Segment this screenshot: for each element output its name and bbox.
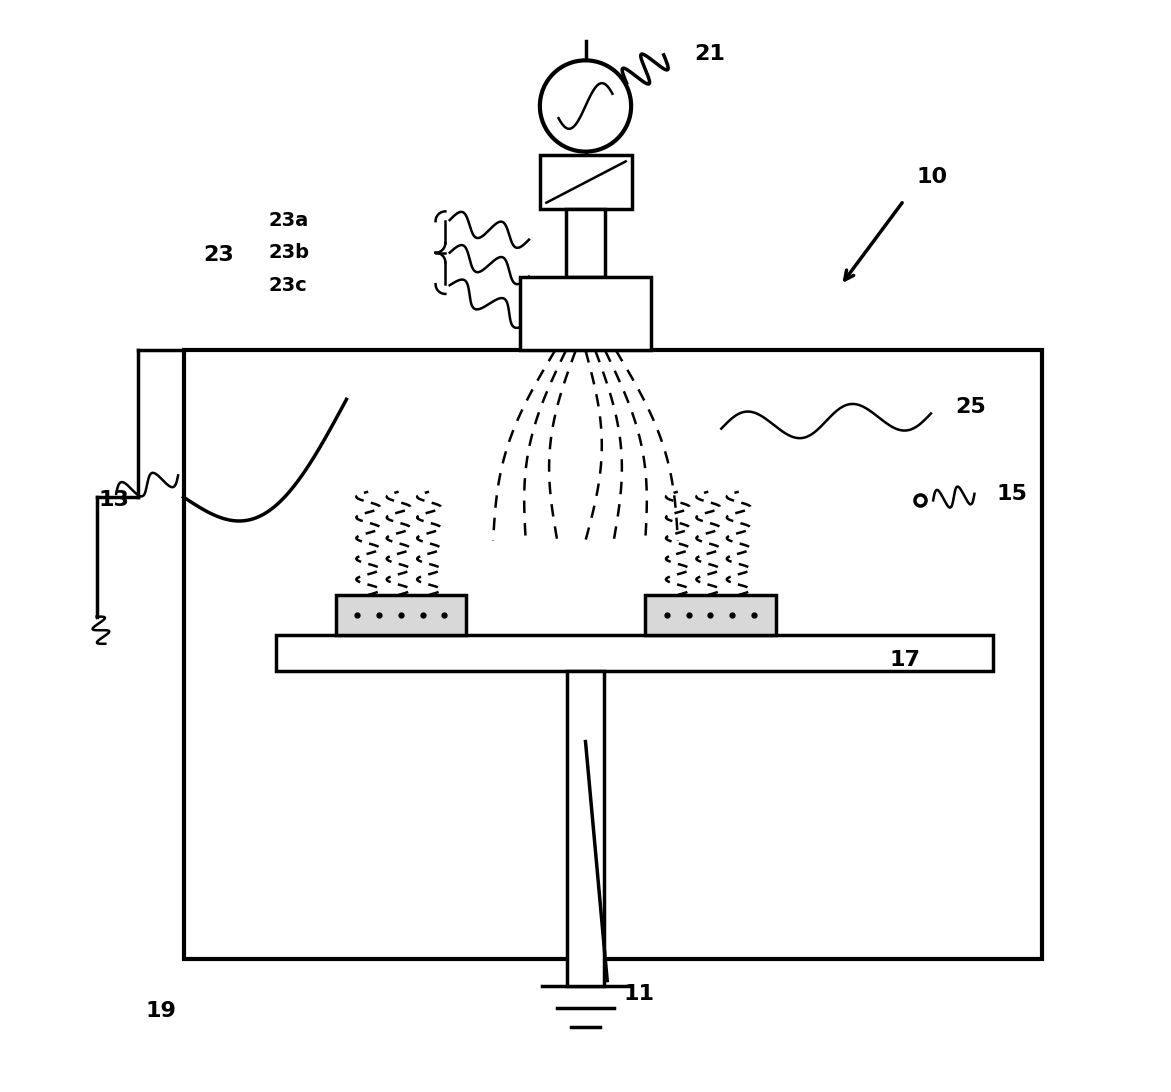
Text: 11: 11 — [623, 984, 655, 1004]
Text: 10: 10 — [917, 167, 949, 187]
Text: 17: 17 — [890, 650, 920, 670]
Text: 13: 13 — [98, 490, 130, 510]
Text: 23c: 23c — [268, 276, 307, 295]
Bar — [336, 595, 466, 636]
Bar — [567, 670, 604, 986]
Text: 23b: 23b — [268, 244, 309, 262]
Bar — [520, 276, 651, 351]
Bar — [645, 595, 775, 636]
Bar — [184, 351, 1042, 959]
Text: 23a: 23a — [268, 211, 308, 229]
Text: 15: 15 — [997, 484, 1027, 503]
Bar — [540, 155, 632, 210]
Text: 19: 19 — [145, 1001, 177, 1021]
Text: 21: 21 — [694, 44, 725, 63]
Text: 23: 23 — [203, 245, 234, 265]
Bar — [566, 210, 605, 276]
Bar — [276, 636, 993, 670]
Text: 25: 25 — [954, 396, 986, 417]
Circle shape — [540, 60, 631, 152]
